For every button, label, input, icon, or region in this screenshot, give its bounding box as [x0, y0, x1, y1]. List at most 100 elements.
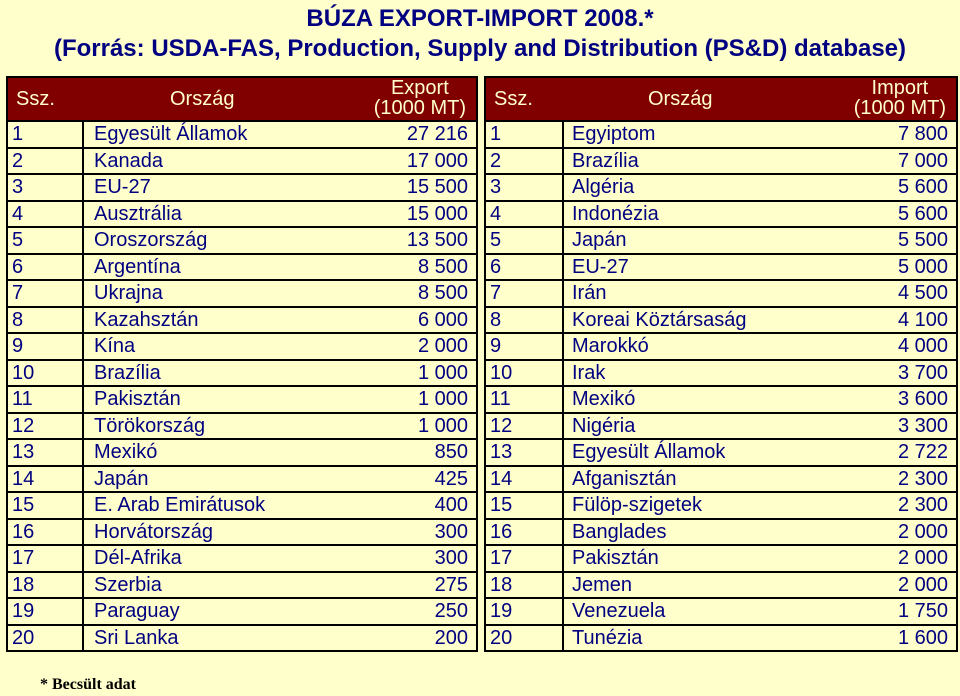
row-value: 2 722 [897, 441, 948, 463]
row-number: 12 [490, 414, 513, 437]
table-row: 7 Ukrajna 8 500 [8, 279, 476, 306]
row-number: 2 [12, 149, 24, 172]
row-number: 19 [12, 600, 35, 622]
row-country: Kazahsztán [94, 308, 199, 331]
row-country: Brazília [572, 149, 639, 172]
table-row: 10 Brazília 1 000 [8, 358, 476, 386]
import-header-value-line1: Import [871, 77, 929, 99]
row-country: Dél-Afrika [94, 547, 182, 569]
row-country: Japán [94, 467, 149, 490]
row-value: 2 300 [897, 467, 948, 490]
row-value: 4 500 [897, 282, 948, 304]
table-row: 9 Marokkó 4 000 [486, 332, 956, 359]
table-row: 17 Dél-Afrika 300 [8, 544, 476, 571]
table-row: 2 Brazília 7 000 [486, 146, 956, 174]
row-value: 27 216 [406, 123, 468, 145]
row-number: 4 [490, 202, 502, 225]
import-header-value-line2: (1000 MT) [853, 97, 946, 119]
row-country: Törökország [94, 414, 206, 437]
import-header: Ssz. Ország Import (1000 MT) [486, 78, 956, 120]
table-row: 16 Banglades 2 000 [486, 517, 956, 545]
row-value: 4 100 [897, 308, 948, 331]
import-column-divider [562, 120, 564, 650]
row-number: 9 [490, 335, 502, 357]
import-header-country: Ország [648, 88, 713, 110]
table-row: 3 Algéria 5 600 [486, 173, 956, 200]
row-country: Sri Lanka [94, 626, 179, 649]
row-value: 5 600 [897, 176, 948, 198]
row-value: 15 500 [406, 176, 468, 198]
row-country: Koreai Köztársaság [572, 308, 747, 331]
title-main: BÚZA EXPORT-IMPORT 2008.* [306, 5, 654, 32]
row-number: 19 [490, 600, 513, 622]
row-number: 17 [490, 547, 513, 569]
table-row: 17 Pakisztán 2 000 [486, 544, 956, 571]
row-value: 2 000 [417, 335, 468, 357]
table-row: 1 Egyiptom 7 800 [486, 120, 956, 147]
row-number: 2 [490, 149, 502, 172]
row-number: 10 [490, 361, 513, 384]
row-value: 250 [434, 600, 468, 622]
row-country: Marokkó [572, 335, 649, 357]
row-number: 18 [490, 573, 513, 596]
import-table: Ssz. Ország Import (1000 MT) 1 Egyiptom 7 … [484, 76, 958, 652]
row-number: 8 [490, 308, 502, 331]
row-number: 4 [12, 202, 24, 225]
export-header-country: Ország [170, 88, 235, 110]
row-value: 1 750 [897, 600, 948, 622]
row-value: 275 [434, 573, 468, 596]
row-value: 8 500 [417, 282, 468, 304]
row-country: EU-27 [572, 255, 629, 278]
table-row: 15 E. Arab Emirátusok 400 [8, 491, 476, 518]
import-body: 1 Egyiptom 7 800 2 Brazília 7 000 3 Algéria 5 60… [486, 120, 956, 650]
row-country: Egyesült Államok [94, 123, 248, 145]
table-row: 7 Irán 4 500 [486, 279, 956, 306]
row-value: 850 [434, 441, 468, 463]
row-number: 6 [12, 255, 24, 278]
row-number: 14 [12, 467, 35, 490]
row-value: 2 000 [897, 547, 948, 569]
row-country: EU-27 [94, 176, 151, 198]
row-value: 1 600 [897, 626, 948, 649]
row-number: 11 [12, 388, 33, 410]
row-number: 7 [12, 282, 24, 304]
table-row: 1 Egyesült Államok 27 216 [8, 120, 476, 147]
row-country: Mexikó [94, 441, 158, 463]
row-number: 14 [490, 467, 513, 490]
row-number: 1 [490, 123, 502, 145]
table-row: 12 Törökország 1 000 [8, 411, 476, 439]
row-value: 13 500 [406, 229, 468, 251]
table-row: 6 Argentína 8 500 [8, 252, 476, 280]
row-country: Pakisztán [94, 388, 181, 410]
row-country: Jemen [572, 573, 633, 596]
export-header-value-line2: (1000 MT) [373, 97, 466, 119]
table-row: 20 Sri Lanka 200 [8, 623, 476, 651]
table-row: 3 EU-27 15 500 [8, 173, 476, 200]
export-header-num: Ssz. [16, 88, 55, 110]
row-country: Paraguay [94, 600, 180, 622]
row-value: 425 [434, 467, 468, 490]
row-number: 15 [12, 494, 35, 516]
row-country: Mexikó [572, 388, 636, 410]
row-number: 5 [490, 229, 502, 251]
row-country: Indonézia [572, 202, 659, 225]
table-row: 16 Horvátország 300 [8, 517, 476, 545]
row-value: 15 000 [406, 202, 468, 225]
table-row: 8 Koreai Köztársaság 4 100 [486, 305, 956, 333]
row-number: 20 [490, 626, 513, 649]
row-country: Nigéria [572, 414, 636, 437]
row-value: 400 [434, 494, 468, 516]
row-number: 1 [12, 123, 24, 145]
row-value: 3 300 [897, 414, 948, 437]
table-row: 12 Nigéria 3 300 [486, 411, 956, 439]
export-header-value-line1: Export [390, 77, 449, 99]
row-value: 300 [434, 520, 468, 543]
table-row: 8 Kazahsztán 6 000 [8, 305, 476, 333]
row-country: Irak [572, 361, 606, 384]
row-number: 3 [12, 176, 24, 198]
import-header-value: Import (1000 MT) [854, 78, 946, 118]
row-number: 10 [12, 361, 35, 384]
row-value: 1 000 [417, 414, 468, 437]
table-row: 19 Paraguay 250 [8, 597, 476, 624]
table-row: 18 Szerbia 275 [8, 570, 476, 598]
